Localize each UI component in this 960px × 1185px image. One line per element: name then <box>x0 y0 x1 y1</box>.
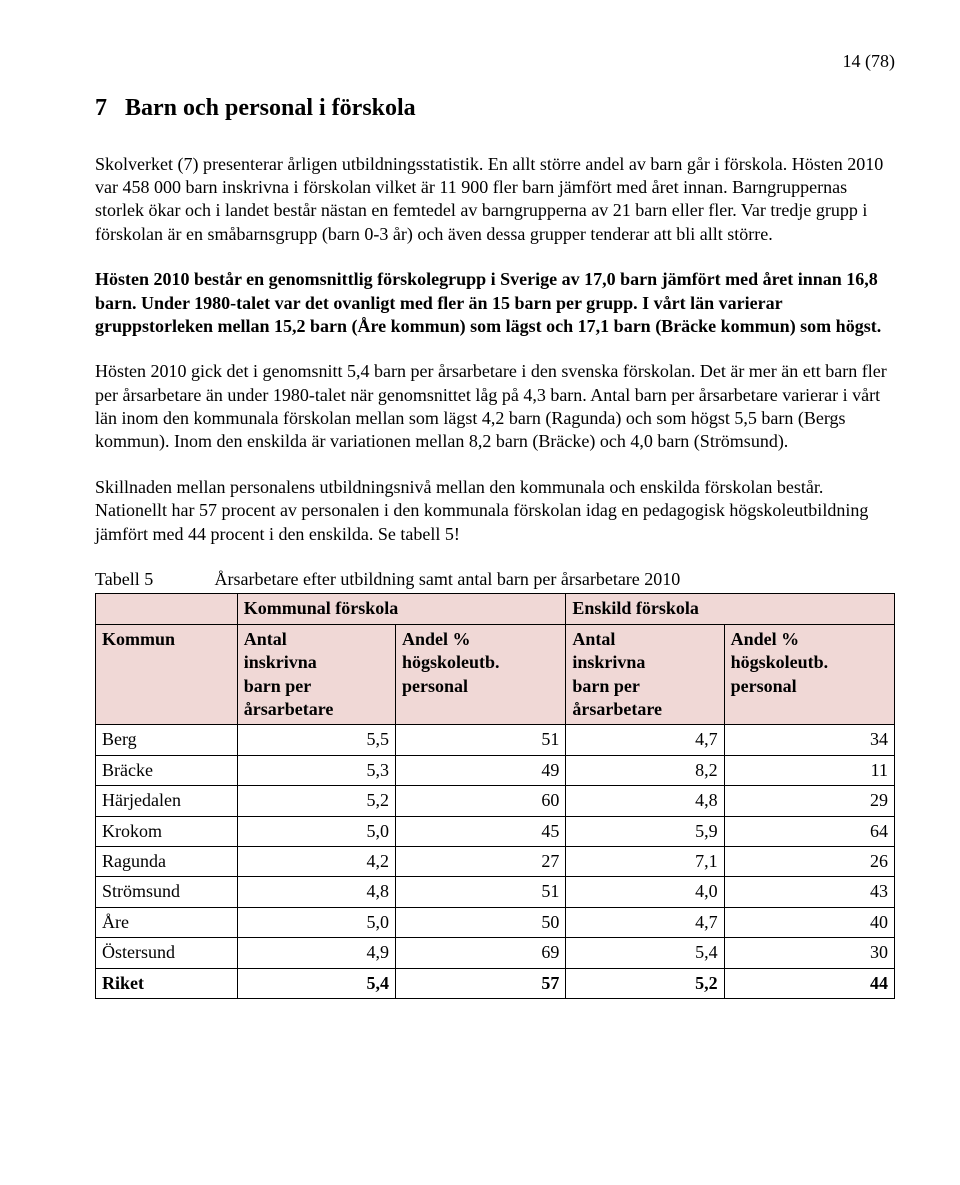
cell-andel-enskild: 34 <box>724 725 894 755</box>
page-number: 14 (78) <box>95 50 895 73</box>
cell-antal-kommunal: 4,9 <box>237 938 395 968</box>
cell-andel-kommunal: 49 <box>395 755 565 785</box>
cell-antal-kommunal: 5,5 <box>237 725 395 755</box>
header-blank <box>96 594 238 624</box>
cell-andel-enskild: 64 <box>724 816 894 846</box>
cell-andel-kommunal: 69 <box>395 938 565 968</box>
cell-kommun: Härjedalen <box>96 786 238 816</box>
table-row: Strömsund4,8514,043 <box>96 877 895 907</box>
cell-antal-enskild: 4,7 <box>566 725 724 755</box>
header-andel-1: Andel % högskoleutb. personal <box>395 624 565 725</box>
cell-antal-enskild: 5,2 <box>566 968 724 998</box>
cell-antal-enskild: 4,7 <box>566 907 724 937</box>
cell-andel-kommunal: 51 <box>395 877 565 907</box>
header-line: Andel % <box>731 629 800 649</box>
header-line: Andel % <box>402 629 471 649</box>
cell-andel-enskild: 30 <box>724 938 894 968</box>
cell-antal-kommunal: 4,8 <box>237 877 395 907</box>
cell-antal-enskild: 5,9 <box>566 816 724 846</box>
cell-antal-enskild: 7,1 <box>566 846 724 876</box>
cell-andel-enskild: 26 <box>724 846 894 876</box>
cell-andel-enskild: 40 <box>724 907 894 937</box>
cell-antal-kommunal: 5,2 <box>237 786 395 816</box>
paragraph-4: Skillnaden mellan personalens utbildning… <box>95 476 895 546</box>
header-line: barn per <box>244 676 312 696</box>
cell-kommun: Åre <box>96 907 238 937</box>
table-header-row-2: Kommun Antal inskrivna barn per årsarbet… <box>96 624 895 725</box>
cell-antal-enskild: 5,4 <box>566 938 724 968</box>
header-group-kommunal: Kommunal förskola <box>237 594 566 624</box>
paragraph-1: Skolverket (7) presenterar årligen utbil… <box>95 153 895 247</box>
header-antal-2: Antal inskrivna barn per årsarbetare <box>566 624 724 725</box>
cell-antal-enskild: 4,8 <box>566 786 724 816</box>
header-line: personal <box>731 676 797 696</box>
table-row: Härjedalen5,2604,829 <box>96 786 895 816</box>
cell-antal-kommunal: 5,3 <box>237 755 395 785</box>
header-andel-2: Andel % högskoleutb. personal <box>724 624 894 725</box>
data-table: Kommunal förskola Enskild förskola Kommu… <box>95 593 895 998</box>
cell-antal-kommunal: 5,0 <box>237 816 395 846</box>
heading-title: Barn och personal i förskola <box>125 95 416 121</box>
table-label-prefix: Tabell 5 <box>95 568 210 591</box>
cell-antal-enskild: 8,2 <box>566 755 724 785</box>
cell-andel-kommunal: 51 <box>395 725 565 755</box>
header-line: årsarbetare <box>244 699 334 719</box>
header-line: Antal <box>572 629 615 649</box>
cell-andel-kommunal: 45 <box>395 816 565 846</box>
paragraph-2: Hösten 2010 består en genomsnittlig förs… <box>95 268 895 338</box>
cell-kommun: Ragunda <box>96 846 238 876</box>
table-row: Berg5,5514,734 <box>96 725 895 755</box>
cell-andel-enskild: 43 <box>724 877 894 907</box>
cell-andel-kommunal: 50 <box>395 907 565 937</box>
table-label-title: Årsarbetare efter utbildning samt antal … <box>215 569 681 589</box>
table-row: Åre5,0504,740 <box>96 907 895 937</box>
header-line: personal <box>402 676 468 696</box>
table-caption: Tabell 5 Årsarbetare efter utbildning sa… <box>95 568 895 591</box>
header-line: högskoleutb. <box>402 652 500 672</box>
header-line: inskrivna <box>572 652 645 672</box>
table-header-row-1: Kommunal förskola Enskild förskola <box>96 594 895 624</box>
section-heading: 7 Barn och personal i förskola <box>95 93 895 124</box>
cell-andel-enskild: 11 <box>724 755 894 785</box>
cell-antal-enskild: 4,0 <box>566 877 724 907</box>
cell-andel-enskild: 29 <box>724 786 894 816</box>
cell-kommun: Berg <box>96 725 238 755</box>
cell-kommun: Östersund <box>96 938 238 968</box>
header-line: inskrivna <box>244 652 317 672</box>
cell-andel-enskild: 44 <box>724 968 894 998</box>
header-line: barn per <box>572 676 640 696</box>
heading-number: 7 <box>95 95 107 121</box>
table-row: Ragunda4,2277,126 <box>96 846 895 876</box>
cell-kommun: Riket <box>96 968 238 998</box>
cell-kommun: Strömsund <box>96 877 238 907</box>
cell-andel-kommunal: 60 <box>395 786 565 816</box>
cell-andel-kommunal: 57 <box>395 968 565 998</box>
cell-antal-kommunal: 4,2 <box>237 846 395 876</box>
cell-andel-kommunal: 27 <box>395 846 565 876</box>
cell-antal-kommunal: 5,0 <box>237 907 395 937</box>
header-line: högskoleutb. <box>731 652 829 672</box>
table-row: Bräcke5,3498,211 <box>96 755 895 785</box>
cell-antal-kommunal: 5,4 <box>237 968 395 998</box>
header-group-enskild: Enskild förskola <box>566 594 895 624</box>
paragraph-3: Hösten 2010 gick det i genomsnitt 5,4 ba… <box>95 360 895 454</box>
cell-kommun: Krokom <box>96 816 238 846</box>
table-row: Östersund4,9695,430 <box>96 938 895 968</box>
header-antal-1: Antal inskrivna barn per årsarbetare <box>237 624 395 725</box>
header-line: årsarbetare <box>572 699 662 719</box>
table-row: Krokom5,0455,964 <box>96 816 895 846</box>
header-line: Antal <box>244 629 287 649</box>
table-row: Riket5,4575,244 <box>96 968 895 998</box>
cell-kommun: Bräcke <box>96 755 238 785</box>
header-kommun: Kommun <box>96 624 238 725</box>
